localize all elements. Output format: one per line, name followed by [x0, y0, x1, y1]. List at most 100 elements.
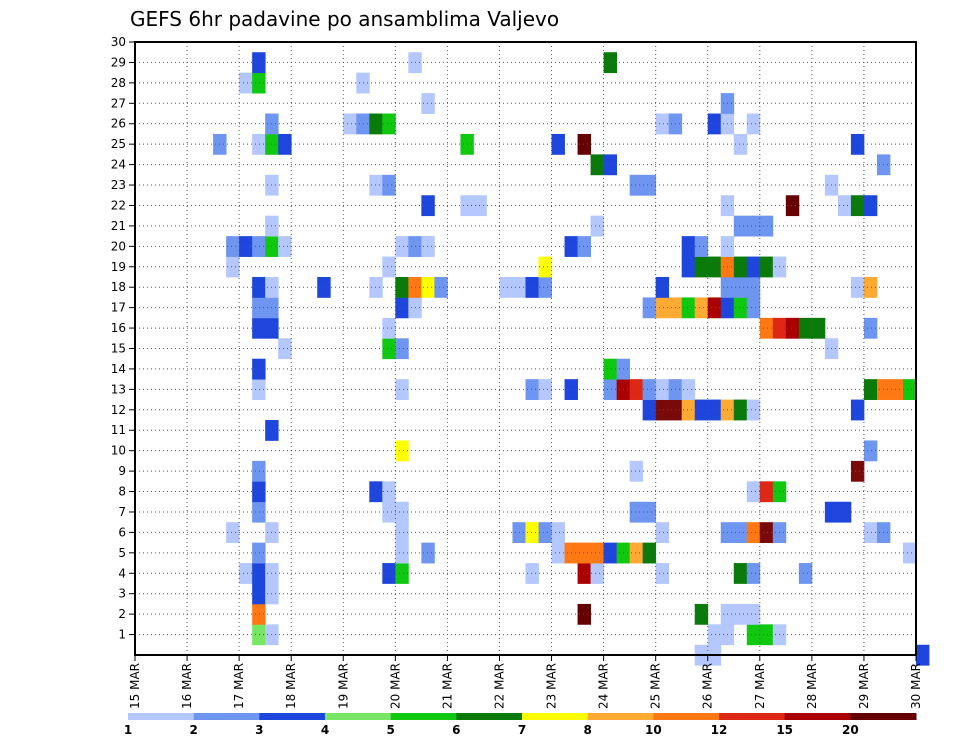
heatmap-cell — [681, 256, 696, 278]
heatmap-cell — [681, 379, 696, 400]
x-tick-label: 30 MAR — [909, 663, 923, 709]
heatmap-cell — [525, 379, 539, 400]
heatmap-cell — [252, 501, 266, 523]
x-tick-label: 18 MAR — [284, 663, 298, 709]
heatmap-cell — [694, 256, 709, 278]
heatmap-cell — [421, 542, 435, 564]
heatmap-cell — [785, 195, 800, 217]
heatmap-cell — [382, 481, 396, 503]
heatmap-cell — [798, 317, 813, 339]
heatmap-cell — [369, 276, 383, 298]
heatmap-cell — [785, 317, 800, 339]
y-tick-label: 2 — [118, 607, 126, 621]
heatmap-cell — [252, 379, 266, 400]
heatmap-cell — [538, 522, 552, 544]
heatmap-cell — [252, 297, 266, 319]
y-tick-label: 17 — [111, 301, 126, 315]
heatmap-cell — [356, 113, 370, 135]
x-tick-label: 26 MAR — [701, 663, 715, 709]
heatmap-cell — [252, 236, 266, 257]
colorbar-label: 10 — [645, 723, 662, 737]
heatmap-cells — [213, 52, 930, 666]
x-tick-label: 20 MAR — [388, 663, 402, 709]
heatmap-cell — [395, 236, 409, 257]
colorbar-label: 4 — [321, 723, 329, 737]
heatmap-cell — [863, 317, 878, 339]
heatmap-cell — [655, 276, 670, 298]
heatmap-cell — [577, 236, 591, 257]
y-tick-label: 28 — [111, 76, 126, 90]
heatmap-cell — [252, 358, 266, 380]
heatmap-cell — [916, 644, 930, 666]
heatmap-cell — [746, 256, 761, 278]
heatmap-cell — [850, 195, 865, 217]
heatmap-cell — [252, 603, 266, 625]
heatmap-cell — [759, 215, 774, 237]
heatmap-cell — [642, 399, 657, 421]
heatmap-cell — [863, 195, 878, 217]
heatmap-cell — [642, 174, 657, 196]
x-tick-label: 27 MAR — [753, 663, 767, 709]
chart-title: GEFS 6hr padavine po ansamblima Valjevo — [130, 7, 559, 31]
heatmap-cell — [590, 563, 604, 584]
x-tick-label: 15 MAR — [128, 663, 142, 709]
heatmap-cell — [629, 542, 644, 564]
colorbar-swatch — [522, 713, 589, 720]
heatmap-cell — [395, 297, 409, 319]
y-tick-label: 6 — [118, 525, 126, 539]
x-tick-label: 23 MAR — [545, 663, 559, 709]
colorbar-label: 1 — [124, 723, 132, 737]
heatmap-cell — [356, 72, 370, 94]
heatmap-cell — [382, 563, 396, 584]
heatmap-cell — [746, 603, 761, 625]
heatmap-cell — [395, 501, 409, 523]
colorbar-label: 6 — [452, 723, 460, 737]
y-axis: 1234567891011121314151617181920212223242… — [111, 35, 135, 642]
heatmap-cell — [850, 276, 865, 298]
heatmap-cell — [850, 399, 865, 421]
heatmap-cell — [681, 236, 696, 257]
y-tick-label: 30 — [111, 35, 126, 49]
heatmap-cell — [369, 174, 383, 196]
colorbar-swatch — [784, 713, 851, 720]
x-tick-label: 16 MAR — [180, 663, 194, 709]
heatmap-cell — [525, 276, 539, 298]
y-tick-label: 26 — [111, 117, 126, 131]
colorbar-swatch — [587, 713, 654, 720]
heatmap-cell — [382, 256, 396, 278]
heatmap-cell — [421, 93, 435, 114]
heatmap-cell — [746, 113, 761, 135]
heatmap-cell — [811, 317, 826, 339]
colorbar-label: 5 — [386, 723, 394, 737]
heatmap-cell — [382, 317, 396, 339]
heatmap-cell — [733, 256, 748, 278]
heatmap-cell — [252, 317, 266, 339]
heatmap-cell — [655, 379, 670, 400]
heatmap-cell — [694, 603, 709, 625]
heatmap-cell — [759, 624, 774, 646]
colorbar: 1 2 3 4 5 6 7 8 10 12 15 20 — [124, 713, 917, 737]
heatmap-cell — [473, 195, 487, 217]
y-tick-label: 27 — [111, 96, 126, 110]
y-tick-label: 21 — [111, 219, 126, 233]
heatmap-cell — [343, 113, 357, 135]
heatmap-cell — [603, 52, 618, 74]
colorbar-swatch — [719, 713, 786, 720]
heatmap-cell — [733, 522, 748, 544]
heatmap-cell — [642, 542, 657, 564]
x-tick-label: 29 MAR — [857, 663, 871, 709]
heatmap-cell — [590, 215, 604, 237]
heatmap-cell — [733, 215, 748, 237]
heatmap-cell — [655, 113, 670, 135]
heatmap-cell — [369, 113, 383, 135]
colorbar-label: 15 — [776, 723, 793, 737]
heatmap-cell — [746, 563, 761, 584]
heatmap-cell — [551, 133, 565, 155]
heatmap-cell — [525, 563, 539, 584]
heatmap-cell — [395, 542, 409, 564]
heatmap-cell — [850, 460, 865, 482]
heatmap-cell — [577, 563, 591, 584]
heatmap-cell — [577, 133, 591, 155]
heatmap-cell — [759, 256, 774, 278]
x-tick-label: 25 MAR — [649, 663, 663, 709]
